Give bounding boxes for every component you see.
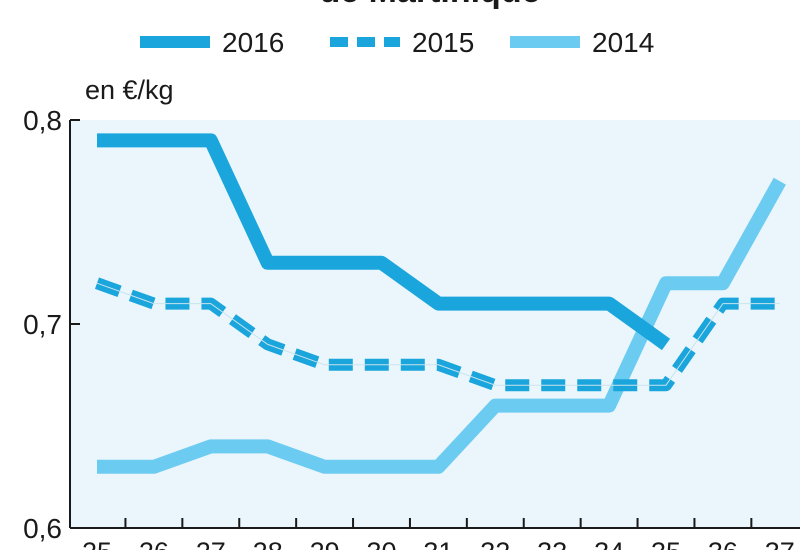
- series-centerline-2015: [96, 282, 780, 386]
- x-tick-label: 34: [594, 537, 624, 550]
- legend: 2016 2015 2014: [140, 27, 654, 58]
- legend-label-2016: 2016: [222, 27, 284, 58]
- axes: 0,6 0,7 0,8 25 26 27 28 29 30 31 32 33 34 35 36 37: [23, 105, 800, 550]
- chart-title: de Martinique: [319, 0, 540, 10]
- x-tick-label: 35: [651, 537, 681, 550]
- series-layer: [94, 133, 786, 474]
- legend-label-2014: 2014: [592, 27, 654, 58]
- x-tick-label: 26: [139, 537, 169, 550]
- x-tick-label: 27: [196, 537, 226, 550]
- legend-label-2015: 2015: [412, 27, 474, 58]
- series-line-2014: [97, 177, 786, 474]
- y-tick-label: 0,6: [23, 513, 62, 544]
- x-tick-label: 28: [253, 537, 283, 550]
- x-tick-label: 33: [537, 537, 567, 550]
- y-tick-label: 0,7: [23, 309, 62, 340]
- unit-label: en €/kg: [85, 75, 174, 105]
- x-tick-label: 29: [310, 537, 340, 550]
- x-tick-label: 32: [480, 537, 510, 550]
- series-line-2016: [97, 133, 671, 351]
- x-tick-label: 30: [366, 537, 396, 550]
- x-tick-label: 37: [765, 537, 795, 550]
- x-tick-label: 31: [423, 537, 453, 550]
- y-tick-label: 0,8: [23, 105, 62, 136]
- x-tick-label: 36: [708, 537, 738, 550]
- x-tick-label: 25: [82, 537, 112, 550]
